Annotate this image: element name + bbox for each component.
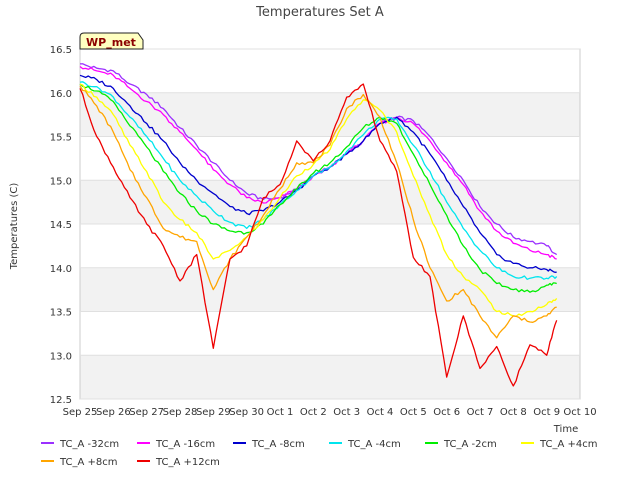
x-tick-label: Sep 25 xyxy=(63,407,98,418)
x-tick-label: Sep 27 xyxy=(129,407,164,418)
y-tick-label: 15.0 xyxy=(50,176,72,187)
y-tick-label: 14.0 xyxy=(50,264,72,275)
wp-met-badge-label: WP_met xyxy=(86,36,136,49)
x-tick-label: Oct 7 xyxy=(467,407,494,418)
x-tick-label: Oct 9 xyxy=(533,407,560,418)
legend-item: TC_A -16cm xyxy=(137,439,215,450)
x-tick-label: Sep 28 xyxy=(163,407,198,418)
plot-background-bands xyxy=(80,92,580,399)
x-tick-label: Oct 4 xyxy=(367,407,394,418)
legend-item: TC_A -8cm xyxy=(233,439,305,450)
y-tick-label: 14.5 xyxy=(50,220,72,231)
x-tick-label: Oct 2 xyxy=(300,407,327,418)
legend-label: TC_A -16cm xyxy=(155,439,215,450)
legend-item: TC_A +4cm xyxy=(521,439,598,450)
x-tick-label: Oct 6 xyxy=(433,407,460,418)
y-axis-label: Temperatures (C) xyxy=(9,183,20,271)
x-tick-label: Sep 30 xyxy=(229,407,264,418)
y-tick-label: 16.5 xyxy=(50,45,72,56)
legend-label: TC_A -32cm xyxy=(59,439,119,450)
legend-label: TC_A +4cm xyxy=(539,439,598,450)
legend-label: TC_A -8cm xyxy=(251,439,305,450)
legend-item: TC_A +8cm xyxy=(41,457,118,468)
legend-label: TC_A +12cm xyxy=(155,457,220,468)
y-tick-label: 15.5 xyxy=(50,133,72,144)
legend-label: TC_A +8cm xyxy=(59,457,118,468)
background-band xyxy=(80,355,580,399)
series-line xyxy=(79,83,557,293)
series-line xyxy=(79,83,558,387)
series-line xyxy=(79,81,558,280)
y-tick-label: 16.0 xyxy=(50,89,72,100)
x-tick-label: Oct 1 xyxy=(267,407,294,418)
background-band xyxy=(80,92,580,137)
y-tick-label: 12.5 xyxy=(50,395,72,406)
legend: TC_A -32cm TC_A -16cm TC_A -8cm TC_A -4cm TC… xyxy=(41,439,598,468)
legend-item: TC_A -2cm xyxy=(425,439,497,450)
legend-label: TC_A -4cm xyxy=(347,439,401,450)
x-axis-label: Time xyxy=(553,424,578,435)
x-tick-label: Oct 5 xyxy=(400,407,427,418)
y-gridlines xyxy=(80,48,580,400)
background-band xyxy=(80,267,580,312)
chart-title: Temperatures Set A xyxy=(255,5,384,20)
x-tick-label: Oct 10 xyxy=(563,407,596,418)
series-lines xyxy=(79,63,558,387)
legend-item: TC_A -32cm xyxy=(41,439,119,450)
legend-item: TC_A +12cm xyxy=(137,457,220,468)
x-tick-label: Oct 8 xyxy=(500,407,527,418)
y-axis-ticks: 12.5 13.0 13.5 14.0 14.5 15.0 15.5 16.0 16.5 xyxy=(50,45,72,406)
x-tick-label: Sep 26 xyxy=(96,407,131,418)
legend-label: TC_A -2cm xyxy=(443,439,497,450)
y-tick-label: 13.5 xyxy=(50,308,72,319)
x-tick-label: Sep 29 xyxy=(196,407,231,418)
wp-met-badge: WP_met xyxy=(79,32,144,50)
x-tick-label: Oct 3 xyxy=(333,407,360,418)
y-tick-label: 13.0 xyxy=(50,351,72,362)
series-line xyxy=(79,85,557,339)
legend-item: TC_A -4cm xyxy=(329,439,401,450)
